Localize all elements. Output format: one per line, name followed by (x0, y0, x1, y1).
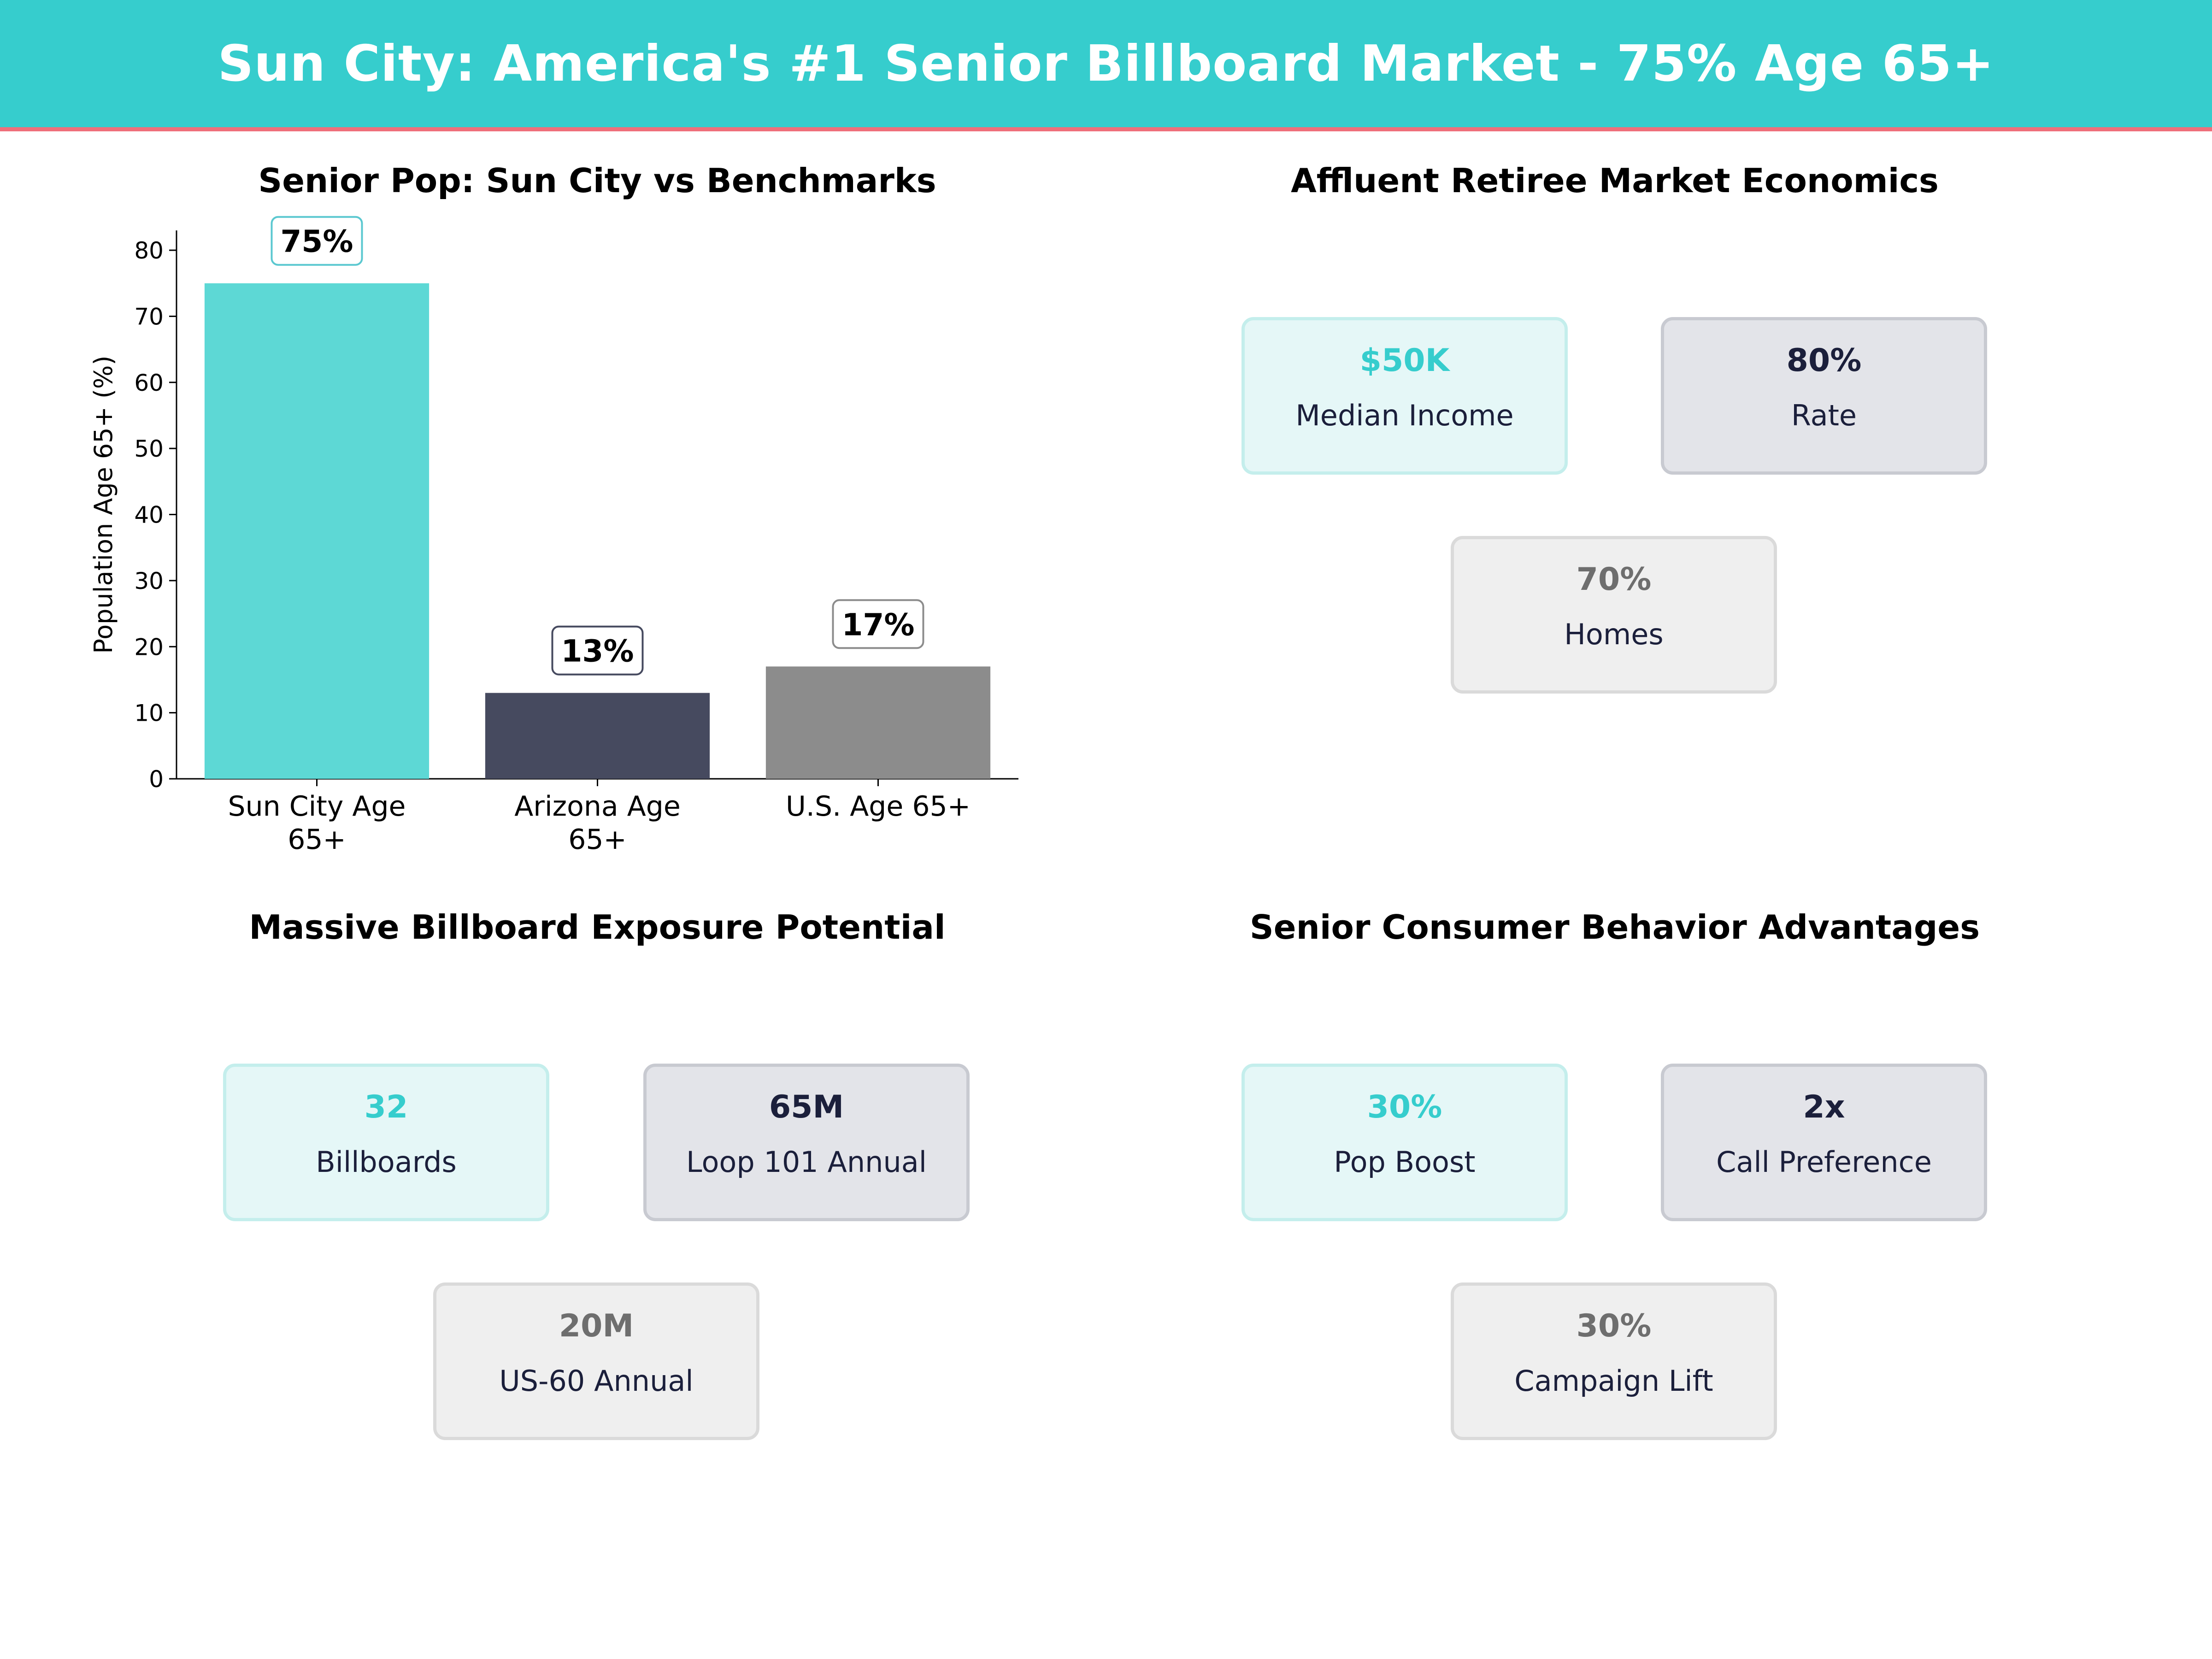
y-axis-label: Population Age 65+ (%) (89, 355, 118, 653)
x-tick-label: 65+ (568, 824, 627, 856)
economics-title: Affluent Retiree Market Economics (1291, 161, 1939, 200)
campaign-lift-value: 30% (1576, 1308, 1652, 1344)
header-banner: Sun City: America's #1 Senior Billboard … (0, 0, 2212, 127)
x-tick-label: Sun City Age (228, 790, 406, 823)
pop-boost-card: 30% Pop Boost (1241, 1064, 1568, 1221)
call-preference-card: 2x Call Preference (1661, 1064, 1987, 1221)
chart-title: Senior Pop: Sun City vs Benchmarks (258, 161, 936, 200)
us-60-label: US-60 Annual (499, 1364, 694, 1398)
homes-label: Homes (1564, 618, 1664, 651)
y-tick-label: 70 (134, 303, 164, 330)
homes-card: 70% Homes (1451, 536, 1777, 694)
x-tick-label: Arizona Age (514, 790, 681, 823)
data-label-box (271, 216, 363, 266)
homes-value: 70% (1576, 561, 1652, 598)
campaign-lift-card: 30% Campaign Lift (1451, 1282, 1777, 1440)
y-tick-label: 0 (149, 766, 164, 793)
behavior-title: Senior Consumer Behavior Advantages (1249, 908, 1980, 947)
bar-2 (485, 693, 710, 779)
loop-101-card: 65M Loop 101 Annual (643, 1064, 970, 1221)
billboards-label: Billboards (316, 1145, 457, 1179)
y-tick-label: 20 (134, 634, 164, 660)
loop-101-label: Loop 101 Annual (686, 1145, 927, 1179)
exposure-title: Massive Billboard Exposure Potential (249, 908, 946, 947)
data-label-box (832, 599, 924, 649)
y-tick-label: 50 (134, 435, 164, 462)
y-tick-label: 10 (134, 700, 164, 727)
senior-population-bar-chart: 0 10 20 30 40 50 60 70 80 Population Age 65+ (%) 7… (89, 216, 1018, 856)
call-preference-label: Call Preference (1716, 1145, 1932, 1179)
billboards-value: 32 (364, 1089, 408, 1125)
us-60-card: 20M US-60 Annual (433, 1282, 759, 1440)
bar-1 (204, 283, 429, 779)
data-label: 75% (281, 224, 353, 259)
y-tick-label: 60 (134, 370, 164, 396)
pop-boost-value: 30% (1367, 1089, 1442, 1125)
median-income-label: Median Income (1295, 399, 1514, 432)
rate-card: 80% Rate (1661, 317, 1987, 475)
data-label-box (551, 625, 644, 676)
campaign-lift-label: Campaign Lift (1514, 1364, 1713, 1398)
page-title: Sun City: America's #1 Senior Billboard … (218, 35, 1994, 93)
bar-3 (765, 666, 991, 779)
data-label: 17% (842, 607, 915, 642)
us-60-value: 20M (559, 1308, 634, 1344)
median-income-value: $50K (1359, 342, 1450, 379)
y-tick-label: 30 (134, 568, 164, 594)
x-tick-label: 65+ (288, 824, 346, 856)
x-tick-label: U.S. Age 65+ (786, 790, 971, 823)
pop-boost-label: Pop Boost (1334, 1145, 1476, 1179)
data-label: 13% (561, 634, 634, 669)
y-tick-label: 40 (134, 502, 164, 529)
header-accent-line (0, 127, 2212, 131)
rate-value: 80% (1786, 342, 1862, 379)
loop-101-value: 65M (769, 1089, 844, 1125)
median-income-card: $50K Median Income (1241, 317, 1568, 475)
call-preference-value: 2x (1803, 1089, 1845, 1125)
rate-label: Rate (1791, 399, 1857, 432)
billboards-card: 32 Billboards (223, 1064, 549, 1221)
y-tick-label: 80 (134, 237, 164, 264)
